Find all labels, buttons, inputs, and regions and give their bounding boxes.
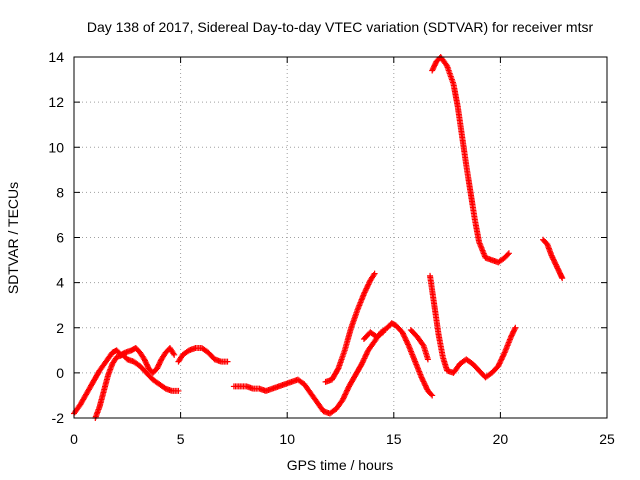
data-point — [421, 379, 428, 386]
data-point — [496, 360, 503, 367]
data-point — [500, 352, 507, 359]
data-point — [511, 326, 518, 333]
data-point — [224, 358, 231, 365]
data-point — [363, 285, 370, 292]
data-point — [340, 395, 347, 402]
y-axis-label: SDTVAR / TECUs — [5, 182, 21, 294]
data-point — [334, 366, 341, 373]
x-tick-label: 15 — [386, 431, 402, 447]
y-tick-label: 2 — [56, 320, 64, 336]
data-point — [358, 362, 365, 369]
data-point — [405, 341, 412, 348]
data-point — [345, 384, 352, 391]
data-point — [505, 250, 512, 257]
data-point — [419, 341, 426, 348]
data-point — [378, 330, 385, 337]
data-point — [399, 329, 406, 336]
y-tick-label: 6 — [56, 230, 64, 246]
data-point — [422, 382, 429, 389]
y-tick-label: 4 — [56, 275, 64, 291]
chart-title: Day 138 of 2017, Sidereal Day-to-day VTE… — [87, 19, 594, 35]
data-point — [402, 336, 409, 343]
data-point — [362, 288, 369, 295]
data-point — [399, 330, 406, 337]
data-point — [365, 281, 372, 288]
data-point — [403, 338, 410, 345]
data-point — [428, 391, 435, 398]
data-point — [342, 391, 349, 398]
data-point — [419, 377, 426, 384]
data-point — [366, 280, 373, 287]
data-point — [418, 374, 425, 381]
y-tick-label: 14 — [48, 49, 64, 65]
data-points — [71, 54, 566, 421]
x-axis-label: GPS time / hours — [287, 457, 394, 473]
data-point — [343, 388, 350, 395]
data-point — [559, 275, 566, 282]
data-point — [359, 359, 366, 366]
x-tick-label: 0 — [70, 431, 78, 447]
data-point — [362, 354, 369, 361]
data-point — [495, 363, 502, 370]
data-point — [340, 394, 347, 401]
y-tick-label: 12 — [48, 94, 64, 110]
data-point — [429, 392, 436, 399]
data-point — [175, 387, 182, 394]
data-point — [363, 351, 370, 358]
data-point — [512, 324, 519, 331]
x-tick-label: 20 — [493, 431, 509, 447]
data-point — [170, 350, 177, 357]
data-point — [404, 340, 411, 347]
data-point — [344, 386, 351, 393]
data-point — [360, 290, 367, 297]
data-point — [504, 251, 511, 258]
data-point — [361, 355, 368, 362]
data-point — [358, 360, 365, 367]
data-point — [422, 383, 429, 390]
data-point — [403, 337, 410, 344]
data-point — [501, 350, 508, 357]
data-point — [339, 396, 346, 403]
y-tick-label: 10 — [48, 139, 64, 155]
data-point — [362, 286, 369, 293]
data-point — [499, 354, 506, 361]
y-tick-label: 0 — [56, 365, 64, 381]
data-point — [420, 378, 427, 385]
data-point — [341, 392, 348, 399]
data-point — [342, 390, 349, 397]
data-point — [423, 385, 430, 392]
data-point — [380, 329, 387, 336]
data-point — [498, 356, 505, 363]
data-point — [344, 387, 351, 394]
data-point — [499, 353, 506, 360]
y-tick-label: -2 — [52, 410, 65, 426]
data-point — [360, 356, 367, 363]
data-point — [360, 358, 367, 365]
data-point — [371, 270, 378, 277]
data-point — [497, 357, 504, 364]
axis-ticks: 0 5 10 15 20 25 -2 0 2 4 6 8 10 12 14 — [48, 49, 615, 447]
data-point — [400, 331, 407, 338]
data-point — [370, 271, 377, 278]
data-point — [364, 284, 371, 291]
x-tick-label: 10 — [279, 431, 295, 447]
data-point — [421, 381, 428, 388]
x-tick-label: 25 — [599, 431, 615, 447]
data-point — [495, 361, 502, 368]
data-point — [401, 333, 408, 340]
y-tick-label: 8 — [56, 184, 64, 200]
data-point — [497, 359, 504, 366]
data-point — [171, 351, 178, 358]
data-point — [424, 356, 431, 363]
x-tick-label: 5 — [177, 431, 185, 447]
data-point — [401, 334, 408, 341]
data-point — [364, 282, 371, 289]
data-point — [362, 352, 369, 359]
data-point — [363, 350, 370, 357]
data-point — [419, 375, 426, 382]
data-point — [361, 289, 368, 296]
